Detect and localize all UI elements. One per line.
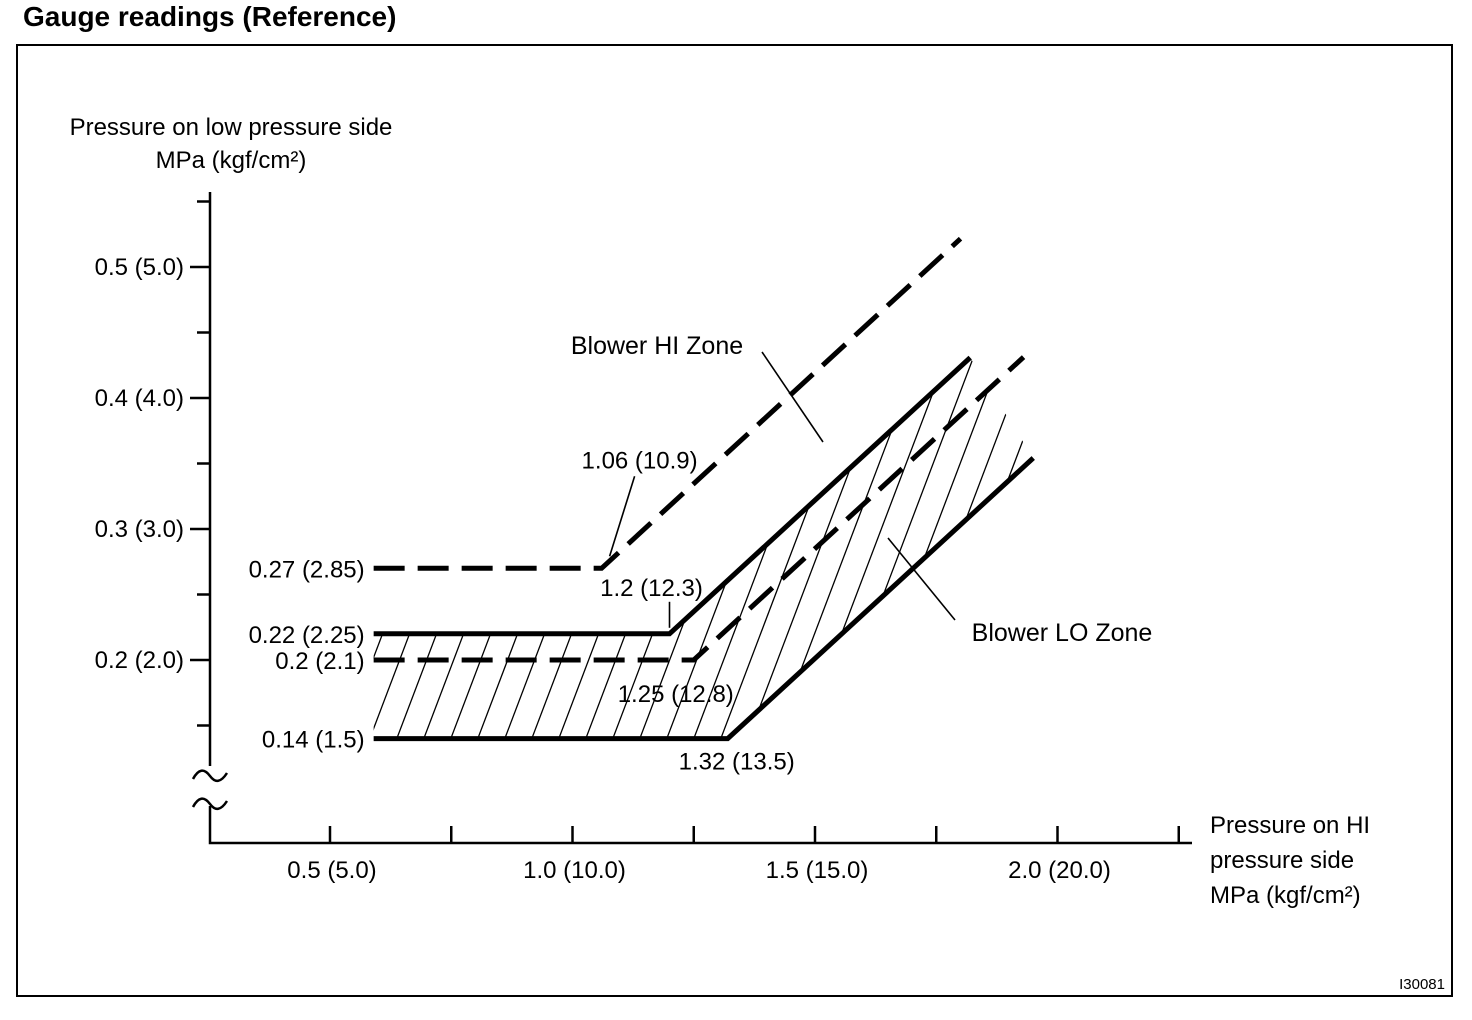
x-axis-tick-label: 2.0 (20.0) (1008, 857, 1111, 884)
hatch-line (1029, 357, 1034, 739)
hatch-line (759, 357, 1034, 739)
hatch-line (1057, 50, 1387, 920)
value-label-blower-lo-lower-limit-low: 0.14 (1.5) (262, 727, 365, 754)
hatch-line (373, 357, 605, 739)
hatch-line (373, 357, 578, 739)
hatch-line (373, 357, 551, 739)
value-label-blower-hi-upper-limit-high: 1.06 (10.9) (582, 447, 698, 474)
zone-leader-line (761, 351, 824, 443)
series-blower-hi-lower-limit (373, 355, 1026, 663)
hatch-line (1084, 50, 1414, 920)
hatch-line (373, 357, 659, 739)
y-axis-tick-label: 0.5 (5.0) (95, 254, 184, 281)
figure-id: I30081 (1399, 976, 1445, 993)
y-axis-title-line: Pressure on low pressure side (70, 114, 393, 141)
leader-line (608, 476, 636, 557)
series-blower-lo-lower-limit (373, 456, 1035, 742)
x-axis-title-line: MPa (kgf/cm²) (1210, 882, 1361, 909)
hatch-line (1111, 50, 1441, 920)
hatch-line (624, 357, 956, 739)
page-title: Gauge readings (Reference) (23, 1, 397, 32)
hatch-line (975, 357, 1034, 739)
series-blower-lo-upper-limit (373, 355, 972, 637)
hatch-line (732, 357, 1034, 739)
hatch-line (867, 357, 1034, 739)
value-label-blower-hi-lower-limit-low: 0.2 (2.1) (275, 648, 364, 675)
hatch-line (678, 357, 1010, 739)
y-axis-tick-label: 0.4 (4.0) (95, 385, 184, 412)
hatch-line (373, 357, 686, 739)
y-axis-tick-label: 0.2 (2.0) (95, 647, 184, 674)
value-label-blower-lo-lower-limit-high: 1.32 (13.5) (679, 749, 795, 776)
hatch-line (813, 357, 1034, 739)
y-axis-title-line: MPa (kgf/cm²) (156, 147, 307, 174)
chart-frame (16, 44, 1453, 997)
value-label-blower-hi-lower-limit-high: 1.25 (12.8) (618, 681, 734, 708)
hatch-line (516, 357, 848, 739)
hatch-line (948, 357, 1034, 739)
hatch-line (435, 357, 767, 739)
hatch-line (462, 357, 794, 739)
x-axis-title-line: Pressure on HI (1210, 812, 1370, 839)
x-axis-title-line: pressure side (1210, 847, 1354, 874)
value-label-blower-lo-upper-limit-low: 0.22 (2.25) (249, 622, 365, 649)
hatch-line (570, 357, 902, 739)
x-axis-tick-label: 1.0 (10.0) (523, 857, 626, 884)
hatch-line (786, 357, 1034, 739)
value-label-blower-hi-upper-limit-low: 0.27 (2.85) (249, 556, 365, 583)
hatch-line (373, 357, 632, 739)
zone-leader-line (887, 537, 956, 621)
y-axis-break-lower (191, 797, 229, 810)
y-axis-break-upper (191, 769, 229, 782)
hatch-line (894, 357, 1034, 739)
hatch-line (381, 357, 713, 739)
series-blower-hi-upper-limit (373, 236, 963, 571)
x-axis-tick-label: 0.5 (5.0) (287, 857, 376, 884)
y-axis-tick-label: 0.3 (3.0) (95, 516, 184, 543)
hatch-line (489, 357, 821, 739)
zone-label-lo: Blower LO Zone (972, 619, 1153, 647)
hatch-line (705, 357, 1034, 739)
zone-label-hi: Blower HI Zone (571, 332, 743, 360)
hatch-line (543, 357, 875, 739)
hatch-line (408, 357, 740, 739)
value-label-blower-lo-upper-limit-high: 1.2 (12.3) (600, 575, 703, 602)
axis-lines (208, 192, 1192, 845)
hatch-line (597, 357, 929, 739)
hatch-line (651, 357, 983, 739)
x-axis-tick-label: 1.5 (15.0) (766, 857, 869, 884)
hatch-line (921, 357, 1034, 739)
hatch-line (1002, 357, 1034, 739)
